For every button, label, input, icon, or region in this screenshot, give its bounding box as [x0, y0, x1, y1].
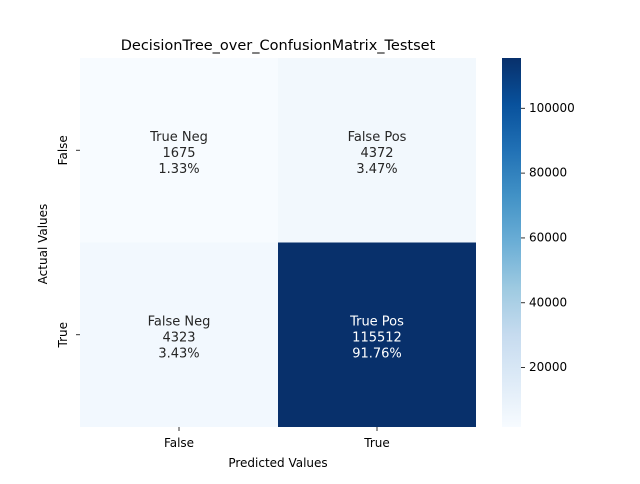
heatmap-cell — [80, 242, 278, 427]
cell-percent-text: 91.76% — [352, 346, 402, 361]
cell-count-text: 115512 — [352, 330, 402, 345]
cell-label-text: True Neg — [149, 130, 208, 145]
cell-count-text: 1675 — [162, 146, 195, 161]
cell-label-text: True Pos — [349, 314, 404, 329]
x-tick-label: False — [164, 436, 194, 450]
y-axis-label: Actual Values — [36, 204, 50, 285]
colorbar-tick-label: 40000 — [529, 295, 567, 309]
x-tick-label: True — [363, 436, 390, 450]
cell-count-text: 4323 — [162, 330, 195, 345]
cell-percent-text: 3.47% — [356, 162, 397, 177]
heatmap-cell — [80, 58, 278, 243]
colorbar-axis: 20000 40000 60000 80000 100000 — [521, 101, 575, 374]
cell-label-text: False Pos — [348, 130, 407, 145]
y-tick-label: True — [56, 322, 70, 349]
x-axis-label: Predicted Values — [228, 456, 327, 470]
cell-label-text: False Neg — [148, 314, 211, 329]
cell-count-text: 4372 — [360, 146, 393, 161]
heatmap-cells — [80, 58, 476, 427]
heatmap-cell — [278, 242, 476, 427]
cell-percent-text: 1.33% — [158, 162, 199, 177]
y-axis: False True — [56, 135, 80, 349]
chart-title: DecisionTree_over_ConfusionMatrix_Testse… — [121, 38, 436, 54]
colorbar-tick-label: 80000 — [529, 166, 567, 180]
heatmap-cell — [278, 58, 476, 243]
colorbar — [502, 58, 521, 427]
colorbar-tick-label: 20000 — [529, 360, 567, 374]
y-tick-label: False — [56, 135, 70, 165]
colorbar-tick-label: 60000 — [529, 230, 567, 244]
x-axis: False True — [164, 427, 390, 450]
colorbar-tick-label: 100000 — [529, 101, 575, 115]
cell-percent-text: 3.43% — [158, 346, 199, 361]
